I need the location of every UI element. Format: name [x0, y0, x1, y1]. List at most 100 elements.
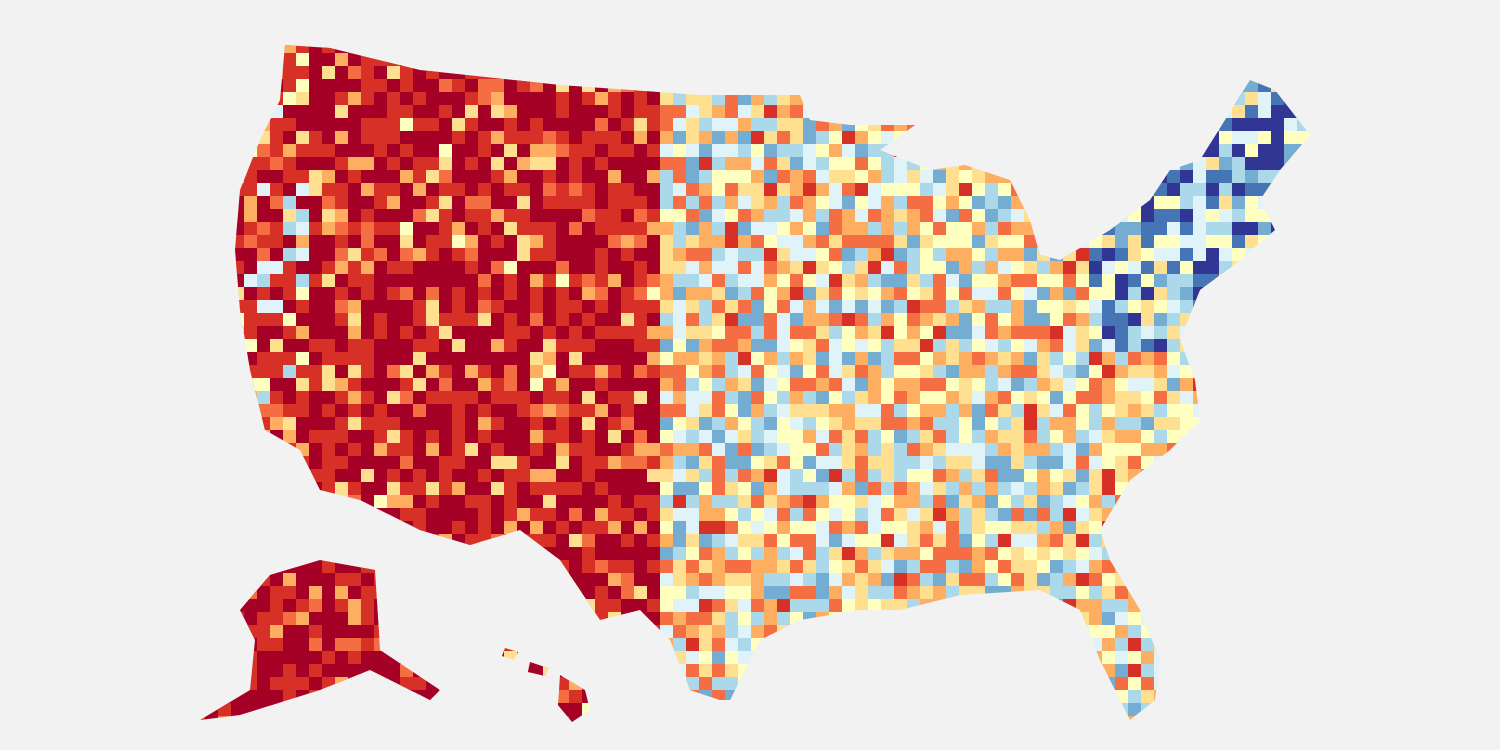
county — [998, 456, 1011, 469]
county — [699, 586, 712, 599]
county — [881, 391, 894, 404]
county — [283, 131, 296, 144]
county — [699, 560, 712, 573]
county — [426, 170, 439, 183]
county — [1089, 508, 1102, 521]
county — [673, 612, 686, 625]
county — [816, 378, 829, 391]
county — [309, 339, 322, 352]
county — [673, 417, 686, 430]
county — [1102, 625, 1115, 638]
county — [517, 378, 530, 391]
county — [660, 521, 673, 534]
county — [348, 53, 361, 66]
county — [751, 508, 764, 521]
county — [1089, 469, 1102, 482]
county — [881, 131, 894, 144]
county — [816, 157, 829, 170]
county — [803, 521, 816, 534]
county — [621, 599, 634, 612]
county — [829, 287, 842, 300]
county — [1141, 222, 1154, 235]
county — [1154, 326, 1167, 339]
county — [504, 183, 517, 196]
county — [1245, 144, 1258, 157]
county — [582, 586, 595, 599]
county — [296, 430, 309, 443]
county — [673, 495, 686, 508]
county — [959, 196, 972, 209]
county — [283, 157, 296, 170]
county — [712, 313, 725, 326]
county — [855, 248, 868, 261]
county — [595, 495, 608, 508]
county — [985, 352, 998, 365]
county — [972, 352, 985, 365]
county — [933, 573, 946, 586]
county — [894, 547, 907, 560]
county — [777, 391, 790, 404]
county — [504, 157, 517, 170]
county — [283, 677, 296, 690]
county — [816, 391, 829, 404]
county — [296, 677, 309, 690]
county — [478, 157, 491, 170]
county — [504, 170, 517, 183]
county — [608, 287, 621, 300]
county — [738, 443, 751, 456]
county — [972, 404, 985, 417]
county — [1102, 417, 1115, 430]
county — [1154, 417, 1167, 430]
county — [491, 352, 504, 365]
county — [1011, 534, 1024, 547]
county — [322, 664, 335, 677]
county — [439, 170, 452, 183]
county — [673, 248, 686, 261]
county — [699, 365, 712, 378]
county — [686, 378, 699, 391]
county — [595, 261, 608, 274]
county — [413, 482, 426, 495]
county — [296, 222, 309, 235]
county — [1102, 313, 1115, 326]
county — [517, 404, 530, 417]
county — [322, 131, 335, 144]
county — [517, 248, 530, 261]
county — [920, 404, 933, 417]
county — [1141, 300, 1154, 313]
county — [491, 417, 504, 430]
county — [647, 456, 660, 469]
county — [634, 222, 647, 235]
county — [348, 599, 361, 612]
county — [803, 339, 816, 352]
county — [673, 482, 686, 495]
county — [842, 469, 855, 482]
county — [1037, 443, 1050, 456]
county — [1258, 92, 1271, 105]
county — [387, 92, 400, 105]
county — [413, 313, 426, 326]
county — [335, 157, 348, 170]
county — [881, 586, 894, 599]
county — [1141, 638, 1154, 651]
county — [894, 313, 907, 326]
county — [621, 274, 634, 287]
county — [751, 261, 764, 274]
county — [387, 339, 400, 352]
county — [686, 677, 699, 690]
county — [985, 274, 998, 287]
county — [569, 326, 582, 339]
county — [582, 131, 595, 144]
county — [972, 170, 985, 183]
county — [283, 196, 296, 209]
county — [816, 456, 829, 469]
county — [1011, 222, 1024, 235]
county — [647, 300, 660, 313]
county — [647, 92, 660, 105]
county — [673, 235, 686, 248]
county — [738, 105, 751, 118]
county — [478, 430, 491, 443]
county — [829, 209, 842, 222]
county — [725, 222, 738, 235]
county — [1063, 404, 1076, 417]
